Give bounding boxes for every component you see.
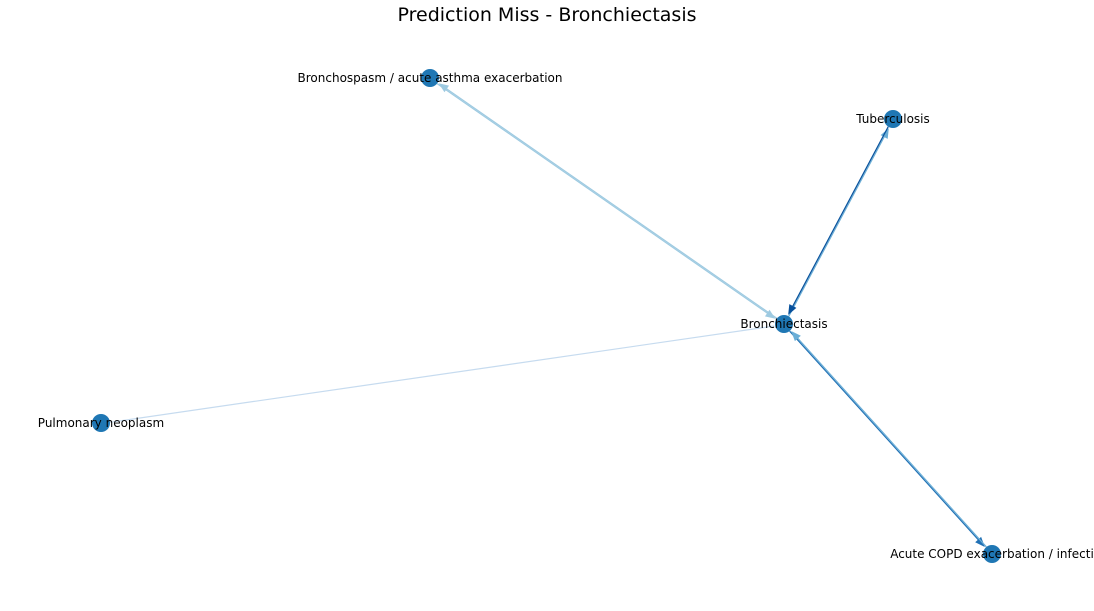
node-label-copd: Acute COPD exacerbation / infecti — [890, 547, 1094, 561]
arrowhead — [764, 309, 776, 319]
edge-pulmonary-neoplasm-to-bronchiectasis — [109, 325, 775, 423]
edge-line — [444, 87, 778, 319]
arrowhead — [975, 536, 985, 547]
node-tuberculosis[interactable] — [884, 110, 902, 128]
edge-tuberculosis-to-bronchiectasis — [788, 126, 889, 315]
edge-bronchiectasis-to-copd — [789, 330, 985, 547]
label-layer: Bronchiectasis Bronchospasm / acute asthm… — [38, 71, 1094, 561]
node-bronchospasm[interactable] — [421, 69, 439, 87]
edge-bronchiectasis-to-tuberculosis — [788, 128, 889, 317]
edge-layer — [109, 83, 987, 548]
edge-line — [788, 134, 886, 317]
node-label-tuberculosis: Tuberculosis — [855, 112, 930, 126]
edge-copd-to-bronchiectasis — [791, 331, 987, 548]
edge-line — [796, 336, 987, 548]
node-label-pulmonary-neoplasm: Pulmonary neoplasm — [38, 416, 164, 430]
edge-line — [109, 325, 775, 423]
node-pulmonary-neoplasm[interactable] — [92, 414, 110, 432]
edge-bronchiectasis-to-bronchospasm — [438, 83, 778, 319]
edge-line — [436, 83, 770, 315]
node-label-bronchospasm: Bronchospasm / acute asthma exacerbation — [298, 71, 563, 85]
node-layer — [92, 69, 1001, 563]
arrowhead — [788, 304, 797, 315]
node-copd[interactable] — [983, 545, 1001, 563]
node-label-bronchiectasis: Bronchiectasis — [740, 317, 827, 331]
arrowhead — [791, 331, 801, 342]
edge-line — [789, 330, 980, 542]
edge-bronchospasm-to-bronchiectasis — [436, 83, 776, 319]
graph-title: Prediction Miss - Bronchiectasis — [397, 4, 697, 26]
node-bronchiectasis[interactable] — [775, 315, 793, 333]
edge-line — [791, 126, 889, 309]
